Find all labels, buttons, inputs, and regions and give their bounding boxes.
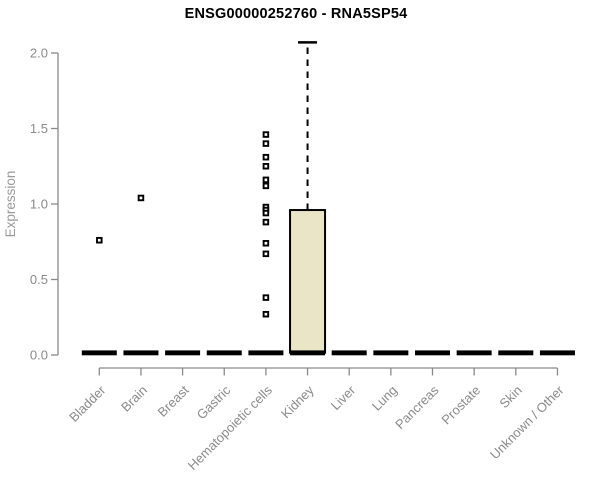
median-bar-unknown-other bbox=[539, 350, 575, 356]
outlier-point-hematopoietic-cells bbox=[262, 310, 270, 318]
outlier-point-hematopoietic-cells bbox=[262, 162, 270, 170]
outlier-point-hematopoietic-cells bbox=[262, 140, 270, 147]
outlier-point-hematopoietic-cells bbox=[262, 182, 270, 190]
y-tick-label: 1.0 bbox=[30, 197, 48, 212]
outlier-point-hematopoietic-cells bbox=[262, 240, 270, 247]
median-bar-skin bbox=[498, 350, 534, 356]
median-bar-pancreas bbox=[415, 350, 450, 356]
median-bar-kidney bbox=[290, 350, 326, 356]
outlier-point-hematopoietic-cells bbox=[262, 218, 270, 226]
x-tick-label-breast: Breast bbox=[155, 382, 192, 419]
median-bar-bladder bbox=[81, 350, 117, 356]
outlier-point-bladder bbox=[96, 236, 103, 244]
x-tick-label-liver: Liver bbox=[328, 382, 359, 413]
x-tick-label-kidney: Kidney bbox=[278, 382, 317, 421]
x-tick-label-prostate: Prostate bbox=[438, 383, 483, 428]
median-bar-liver bbox=[331, 350, 367, 356]
outlier-point-brain bbox=[137, 194, 145, 202]
chart-title: ENSG00000252760 - RNA5SP54 bbox=[184, 6, 408, 22]
outlier-point-hematopoietic-cells bbox=[262, 294, 270, 301]
median-bar-gastric bbox=[206, 350, 242, 356]
outlier-point-hematopoietic-cells bbox=[262, 176, 270, 184]
x-tick-label-pancreas: Pancreas bbox=[392, 382, 442, 432]
x-tick-label-gastric: Gastric bbox=[194, 382, 234, 422]
x-tick-label-skin: Skin bbox=[496, 383, 524, 411]
median-bar-hematopoietic-cells bbox=[248, 350, 284, 356]
x-tick-label-unknown-other: Unknown / Other bbox=[487, 382, 567, 462]
outlier-point-hematopoietic-cells bbox=[262, 153, 270, 161]
median-bar-breast bbox=[165, 350, 201, 356]
y-tick-label: 1.5 bbox=[30, 121, 48, 136]
box-kidney bbox=[289, 209, 327, 354]
y-tick-label: 0.0 bbox=[30, 348, 48, 363]
y-axis-title: Expression bbox=[3, 171, 18, 238]
x-tick-label-lung: Lung bbox=[369, 383, 400, 414]
x-tick-label-brain: Brain bbox=[118, 383, 150, 415]
y-tick-label: 0.5 bbox=[30, 272, 48, 287]
median-bar-lung bbox=[373, 350, 409, 356]
outlier-point-hematopoietic-cells bbox=[262, 209, 270, 217]
median-bar-prostate bbox=[456, 350, 492, 356]
outlier-point-hematopoietic-cells bbox=[262, 250, 270, 258]
x-tick-label-bladder: Bladder bbox=[66, 382, 109, 425]
y-tick-label: 2.0 bbox=[30, 46, 48, 61]
outlier-point-hematopoietic-cells bbox=[262, 131, 270, 138]
median-bar-brain bbox=[123, 350, 159, 356]
